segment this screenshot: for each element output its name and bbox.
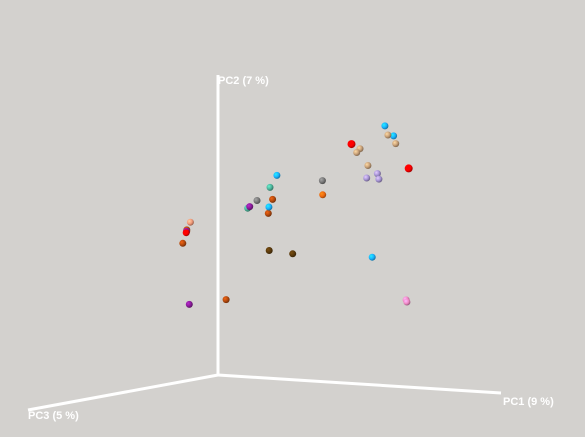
data-point-25 xyxy=(289,250,297,258)
axes xyxy=(27,75,502,412)
data-point-18 xyxy=(253,197,261,204)
data-point-2 xyxy=(404,164,413,173)
data-point-16 xyxy=(266,183,274,191)
data-point-7 xyxy=(384,131,392,139)
data-point-23 xyxy=(368,253,376,261)
data-point-35 xyxy=(222,296,230,304)
data-point-17 xyxy=(269,195,277,203)
data-point-15 xyxy=(273,171,281,179)
pc3-axis-label: PC3 (5 %) xyxy=(28,410,79,422)
data-point-22 xyxy=(246,203,254,211)
data-point-31 xyxy=(179,239,187,247)
axis-labels: PC2 (7 %) PC1 (9 %) PC3 (5 %) xyxy=(28,75,554,422)
data-points xyxy=(179,122,413,308)
data-point-13 xyxy=(318,177,326,185)
data-point-4 xyxy=(390,132,398,140)
data-point-21 xyxy=(265,203,273,211)
data-point-1 xyxy=(347,140,356,149)
data-point-24 xyxy=(265,247,273,254)
data-point-14 xyxy=(319,191,327,199)
data-point-12 xyxy=(363,174,371,182)
data-point-6 xyxy=(353,149,361,156)
data-point-9 xyxy=(364,162,372,169)
data-point-3 xyxy=(381,122,389,130)
pc1-axis-label: PC1 (9 %) xyxy=(503,396,554,408)
data-point-11 xyxy=(375,175,383,183)
pc1-axis-line xyxy=(217,373,502,395)
data-point-20 xyxy=(264,209,272,217)
data-point-26 xyxy=(186,218,194,226)
data-point-10 xyxy=(373,170,381,178)
data-point-34 xyxy=(185,300,193,308)
data-point-30 xyxy=(182,229,190,237)
pc2-axis-label: PC2 (7 %) xyxy=(218,75,269,87)
data-point-8 xyxy=(392,140,400,148)
pc3-axis-line xyxy=(27,373,219,412)
data-point-33 xyxy=(403,298,411,306)
